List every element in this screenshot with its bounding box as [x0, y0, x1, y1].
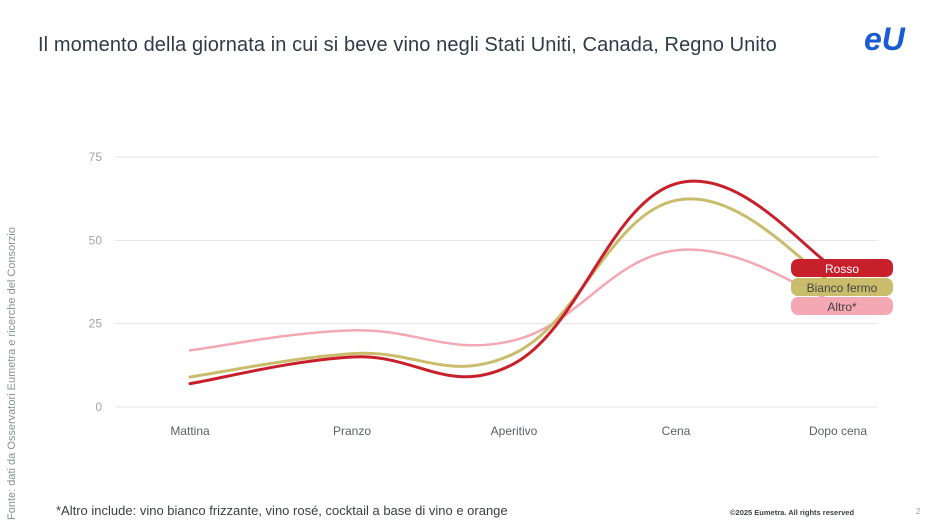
- series-line-bianco-fermo: [188, 197, 840, 379]
- legend-label-altro: Altro*: [827, 300, 857, 314]
- page-number: 2: [916, 507, 921, 516]
- y-tick-label-25: 25: [89, 317, 103, 331]
- series-line-altro: [188, 248, 840, 352]
- y-tick-label-0: 0: [95, 400, 102, 414]
- x-tick-label-3: Aperitivo: [491, 424, 538, 438]
- legend-badge-bianco-fermo: [791, 278, 893, 296]
- legend-badge-altro: [791, 297, 893, 315]
- x-tick-label-2: Pranzo: [333, 424, 371, 438]
- y-tick-label-75: 75: [89, 150, 103, 164]
- footnote: *Altro include: vino bianco frizzante, v…: [56, 503, 508, 518]
- x-tick-label-4: Cena: [662, 424, 691, 438]
- x-tick-label-1: Mattina: [170, 424, 210, 438]
- series-line-rosso: [188, 179, 840, 386]
- eumetra-logo: eU: [864, 21, 906, 57]
- copyright-notice: ©2025 Eumetra. All rights reserved: [730, 508, 855, 517]
- legend-label-rosso: Rosso: [825, 262, 859, 276]
- logo-text: eU: [864, 21, 906, 57]
- x-tick-label-5: Dopo cena: [809, 424, 867, 438]
- legend-label-bianco-fermo: Bianco fermo: [807, 281, 878, 295]
- page-title: Il momento della giornata in cui si beve…: [38, 34, 777, 56]
- y-tick-label-50: 50: [89, 233, 103, 247]
- legend-badge-rosso: [791, 259, 893, 277]
